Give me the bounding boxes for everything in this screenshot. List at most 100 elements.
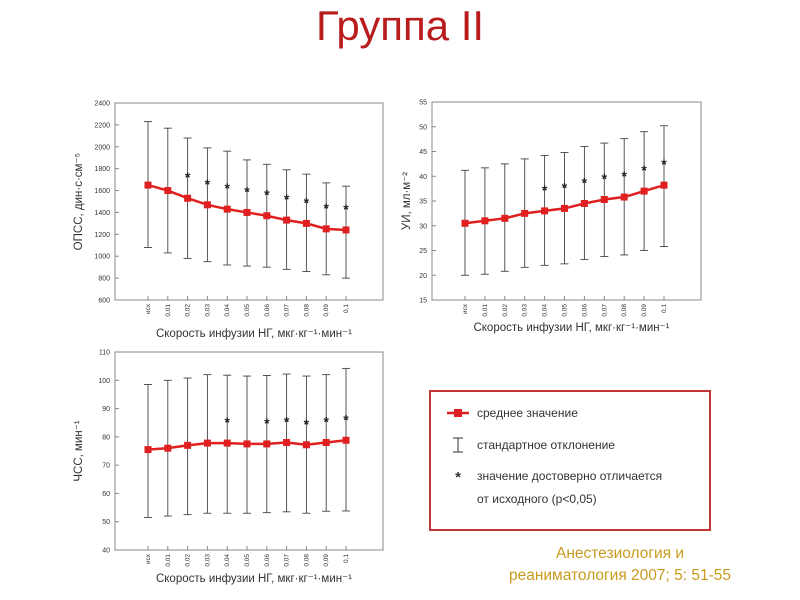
mean-point bbox=[640, 187, 648, 195]
x-tick-label: 0,08 bbox=[621, 304, 628, 317]
mean-point bbox=[501, 214, 509, 222]
mean-point bbox=[342, 436, 350, 444]
y-tick-label: 90 bbox=[102, 406, 110, 413]
mean-point bbox=[184, 441, 192, 449]
citation-line-1: Анестезиология и bbox=[555, 545, 685, 562]
significance-star: * bbox=[641, 162, 647, 178]
mean-point bbox=[600, 196, 608, 204]
x-tick-label: 0,08 bbox=[303, 554, 310, 567]
mean-point bbox=[203, 201, 211, 209]
y-tick-label: 35 bbox=[419, 199, 427, 206]
mean-point bbox=[322, 439, 330, 447]
chart-opss: 600 800 1000 1200 1400 1600 1800 2000 2200 2400 ис… bbox=[73, 101, 384, 340]
y-tick-label: 45 bbox=[419, 149, 427, 156]
y-tick-label: 80 bbox=[102, 434, 110, 441]
y-tick-label: 1400 bbox=[94, 210, 110, 217]
mean-point bbox=[223, 205, 231, 213]
legend-sd-label: стандартное отклонение bbox=[477, 438, 615, 452]
significance-star: * bbox=[284, 191, 290, 207]
legend-row-sd: стандартное отклонение bbox=[431, 436, 709, 454]
mean-point bbox=[144, 181, 152, 189]
mean-point bbox=[541, 207, 549, 215]
y-tick-label: 110 bbox=[99, 350, 110, 357]
significance-star: * bbox=[304, 416, 310, 432]
y-tick-label: 15 bbox=[419, 298, 427, 305]
significance-star: * bbox=[343, 411, 349, 427]
significance-star: * bbox=[621, 168, 627, 184]
y-tick-label: 800 bbox=[98, 276, 110, 283]
mean-point bbox=[302, 441, 310, 449]
y-tick-label: 30 bbox=[419, 223, 427, 230]
y-tick-label: 1800 bbox=[94, 166, 110, 173]
citation-line-2: реаниматология 2007; 5: 51-55 bbox=[508, 567, 732, 584]
mean-point bbox=[521, 209, 529, 217]
mean-point bbox=[263, 212, 271, 220]
x-tick-label: 0,03 bbox=[522, 304, 529, 317]
significance-star: * bbox=[562, 179, 568, 195]
x-tick-label: 0,03 bbox=[204, 554, 211, 567]
legend-row-sig: * значение достоверно отличается bbox=[431, 467, 709, 486]
significance-star: * bbox=[185, 169, 191, 185]
legend-sig-label-line1: значение достоверно отличается bbox=[477, 469, 663, 483]
significance-star: * bbox=[224, 180, 230, 196]
x-tick-label: 0,05 bbox=[562, 304, 569, 317]
mean-point bbox=[302, 219, 310, 227]
x-tick-label: исх bbox=[462, 303, 469, 314]
mean-point bbox=[481, 217, 489, 225]
y-tick-label: 25 bbox=[419, 248, 427, 255]
y-tick-label: 600 bbox=[98, 298, 110, 305]
plot-frame bbox=[431, 101, 702, 301]
chart-ui: 15 20 25 30 35 40 45 50 55 исх 0,01 0,02 0,03 0,04 0,0… bbox=[401, 100, 702, 334]
error-bar-icon bbox=[453, 437, 463, 453]
significance-star: * bbox=[284, 414, 290, 430]
mean-point bbox=[580, 199, 588, 207]
plot-frame bbox=[114, 351, 384, 551]
mean-point bbox=[322, 225, 330, 233]
mean-point bbox=[283, 216, 291, 224]
x-tick-label: 0,09 bbox=[641, 304, 648, 317]
significance-star: * bbox=[264, 187, 270, 203]
x-tick-label: 0,05 bbox=[244, 304, 251, 317]
x-tick-label: 0,06 bbox=[581, 304, 588, 317]
significance-star: * bbox=[304, 194, 310, 210]
mean-point bbox=[184, 194, 192, 202]
significance-star: * bbox=[323, 200, 329, 216]
y-axis-label: ЧСС, мин⁻¹ bbox=[73, 420, 85, 481]
x-tick-label: 0,06 bbox=[264, 304, 271, 317]
mean-point bbox=[243, 440, 251, 448]
x-tick-label: исх bbox=[145, 303, 152, 314]
y-tick-label: 1200 bbox=[94, 232, 110, 239]
mean-point bbox=[342, 226, 350, 234]
legend-mean-label: среднее значение bbox=[477, 406, 578, 420]
y-tick-label: 2000 bbox=[94, 144, 110, 151]
x-tick-label: 0,09 bbox=[323, 304, 330, 317]
mean-marker-icon bbox=[447, 409, 469, 417]
x-tick-label: 0,01 bbox=[482, 304, 489, 317]
chart-chss: 40 50 60 70 80 90 100 110 исх 0,01 0,02 0,03 0,04 0,0… bbox=[73, 350, 384, 585]
x-tick-label: 0,05 bbox=[244, 554, 251, 567]
y-axis-label: УИ, мл·м⁻² bbox=[401, 172, 413, 230]
significance-star: * bbox=[602, 171, 608, 187]
x-tick-label: 0,02 bbox=[185, 554, 192, 567]
significance-star: * bbox=[542, 182, 548, 198]
y-tick-label: 40 bbox=[102, 548, 110, 555]
x-axis-label: Скорость инфузии НГ, мкг·кг⁻¹·мин⁻¹ bbox=[156, 328, 352, 340]
mean-point bbox=[263, 440, 271, 448]
y-tick-label: 40 bbox=[419, 174, 427, 181]
mean-point bbox=[461, 219, 469, 227]
mean-point bbox=[243, 208, 251, 216]
citation: Анестезиология и реаниматология 2007; 5:… bbox=[455, 543, 785, 587]
y-tick-label: 55 bbox=[419, 100, 427, 107]
mean-point bbox=[620, 193, 628, 201]
legend-sig-label-line2: от исходного (p<0,05) bbox=[477, 492, 597, 506]
significance-star: * bbox=[661, 156, 667, 172]
significance-star: * bbox=[244, 183, 250, 199]
mean-point bbox=[283, 439, 291, 447]
significance-star: * bbox=[582, 174, 588, 190]
legend-box: среднее значение стандартное отклонение … bbox=[429, 390, 711, 531]
x-tick-label: исх bbox=[145, 553, 152, 564]
mean-point bbox=[144, 446, 152, 454]
x-tick-label: 0,07 bbox=[284, 554, 291, 567]
y-tick-label: 2400 bbox=[94, 101, 110, 108]
